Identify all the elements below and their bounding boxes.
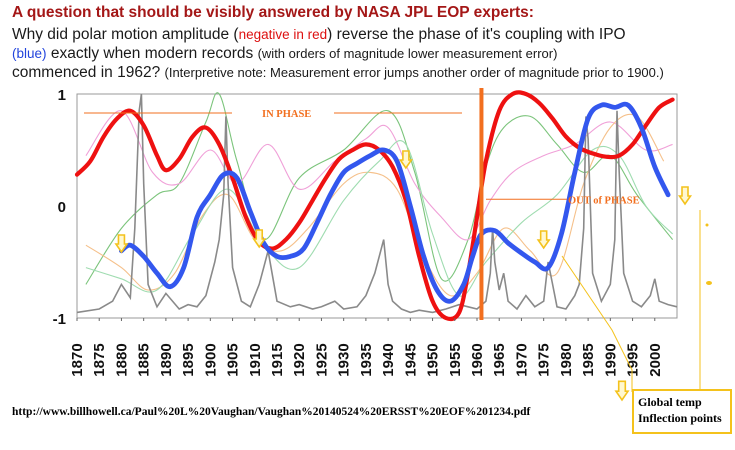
- x-tick-label: 1930: [336, 343, 353, 376]
- x-tick-label: 1885: [136, 343, 153, 376]
- inflection-arrow-2002: [677, 186, 693, 206]
- x-tick-label: 1950: [425, 343, 442, 376]
- q-part4: commenced in 1962?: [12, 64, 165, 81]
- y-tick-label: -1: [53, 311, 66, 328]
- x-tick-label: 1910: [247, 343, 264, 376]
- x-tick-label: 1895: [180, 343, 197, 376]
- out-of-phase-label: OUT of PHASE: [568, 195, 640, 206]
- q-blue-label: (blue): [12, 46, 47, 61]
- q-paren: (with orders of magnitude lower measurem…: [257, 46, 558, 61]
- inflection-arrow-1944: [398, 150, 413, 170]
- x-tick-label: 1995: [625, 343, 642, 376]
- x-tick-label: 1935: [358, 343, 375, 376]
- global-temp-line1: Global temp: [638, 395, 702, 409]
- q-note: (Interpretive note: Measurement error ju…: [164, 65, 664, 80]
- chart-title: A question that should be visibly answer…: [12, 4, 534, 21]
- x-tick-label: 1925: [313, 343, 330, 376]
- faint-green-curve: [85, 92, 674, 285]
- x-tick-label: 1985: [580, 343, 597, 376]
- q-negative-label: negative in red: [238, 27, 328, 42]
- inflection-arrow-1880: [114, 234, 129, 254]
- x-tick-label: 1965: [491, 343, 508, 376]
- question-line-3: commenced in 1962? (Interpretive note: M…: [12, 64, 664, 82]
- faint-pink-curve: [85, 110, 673, 241]
- q-part1: Why did polar motion amplitude (: [12, 26, 239, 43]
- yellow-dot-2: [706, 281, 712, 285]
- x-tick-label: 1875: [91, 343, 108, 376]
- global-temp-arrow: [614, 380, 630, 402]
- x-tick-label: 1970: [513, 343, 530, 376]
- question-line-2: (blue) exactly when modern records (with…: [12, 45, 557, 63]
- inflection-arrow-1911: [252, 229, 267, 249]
- y-tick-label: 1: [58, 87, 66, 104]
- x-tick-label: 1900: [202, 343, 219, 376]
- y-tick-label: 0: [58, 199, 66, 216]
- yellow-dot: [705, 223, 709, 227]
- x-tick-label: 1890: [158, 343, 175, 376]
- x-tick-label: 1880: [113, 343, 130, 376]
- x-tick-label: 2000: [647, 343, 664, 376]
- x-tick-label: 1940: [380, 343, 397, 376]
- x-tick-label: 1905: [225, 343, 242, 376]
- in-phase-label: IN PHASE: [262, 109, 311, 120]
- q-part2: ) reverse the phase of it's coupling wit…: [327, 26, 626, 43]
- x-tick-label: 1975: [536, 343, 553, 376]
- inflection-arrow-1975: [536, 230, 551, 250]
- global-temp-line2: Inflection points: [638, 411, 722, 425]
- x-tick-label: 1920: [291, 343, 308, 376]
- question-line-1: Why did polar motion amplitude (negative…: [12, 26, 626, 44]
- series-gray-line: [76, 93, 678, 314]
- x-tick-label: 1955: [447, 343, 464, 376]
- series-blue-line: [119, 101, 671, 304]
- pointer-line: [561, 255, 633, 392]
- global-temp-box: Global temp Inflection points: [632, 389, 732, 434]
- x-tick-label: 1960: [469, 343, 486, 376]
- x-tick-label: 1990: [602, 343, 619, 376]
- source-url[interactable]: http://www.billhowell.ca/Paul%20L%20Vaug…: [12, 406, 531, 418]
- q-part3: exactly when modern records: [46, 45, 258, 62]
- x-tick-label: 1945: [402, 343, 419, 376]
- x-tick-label: 1870: [69, 343, 86, 376]
- x-tick-label: 1915: [269, 343, 286, 376]
- x-tick-label: 1980: [558, 343, 575, 376]
